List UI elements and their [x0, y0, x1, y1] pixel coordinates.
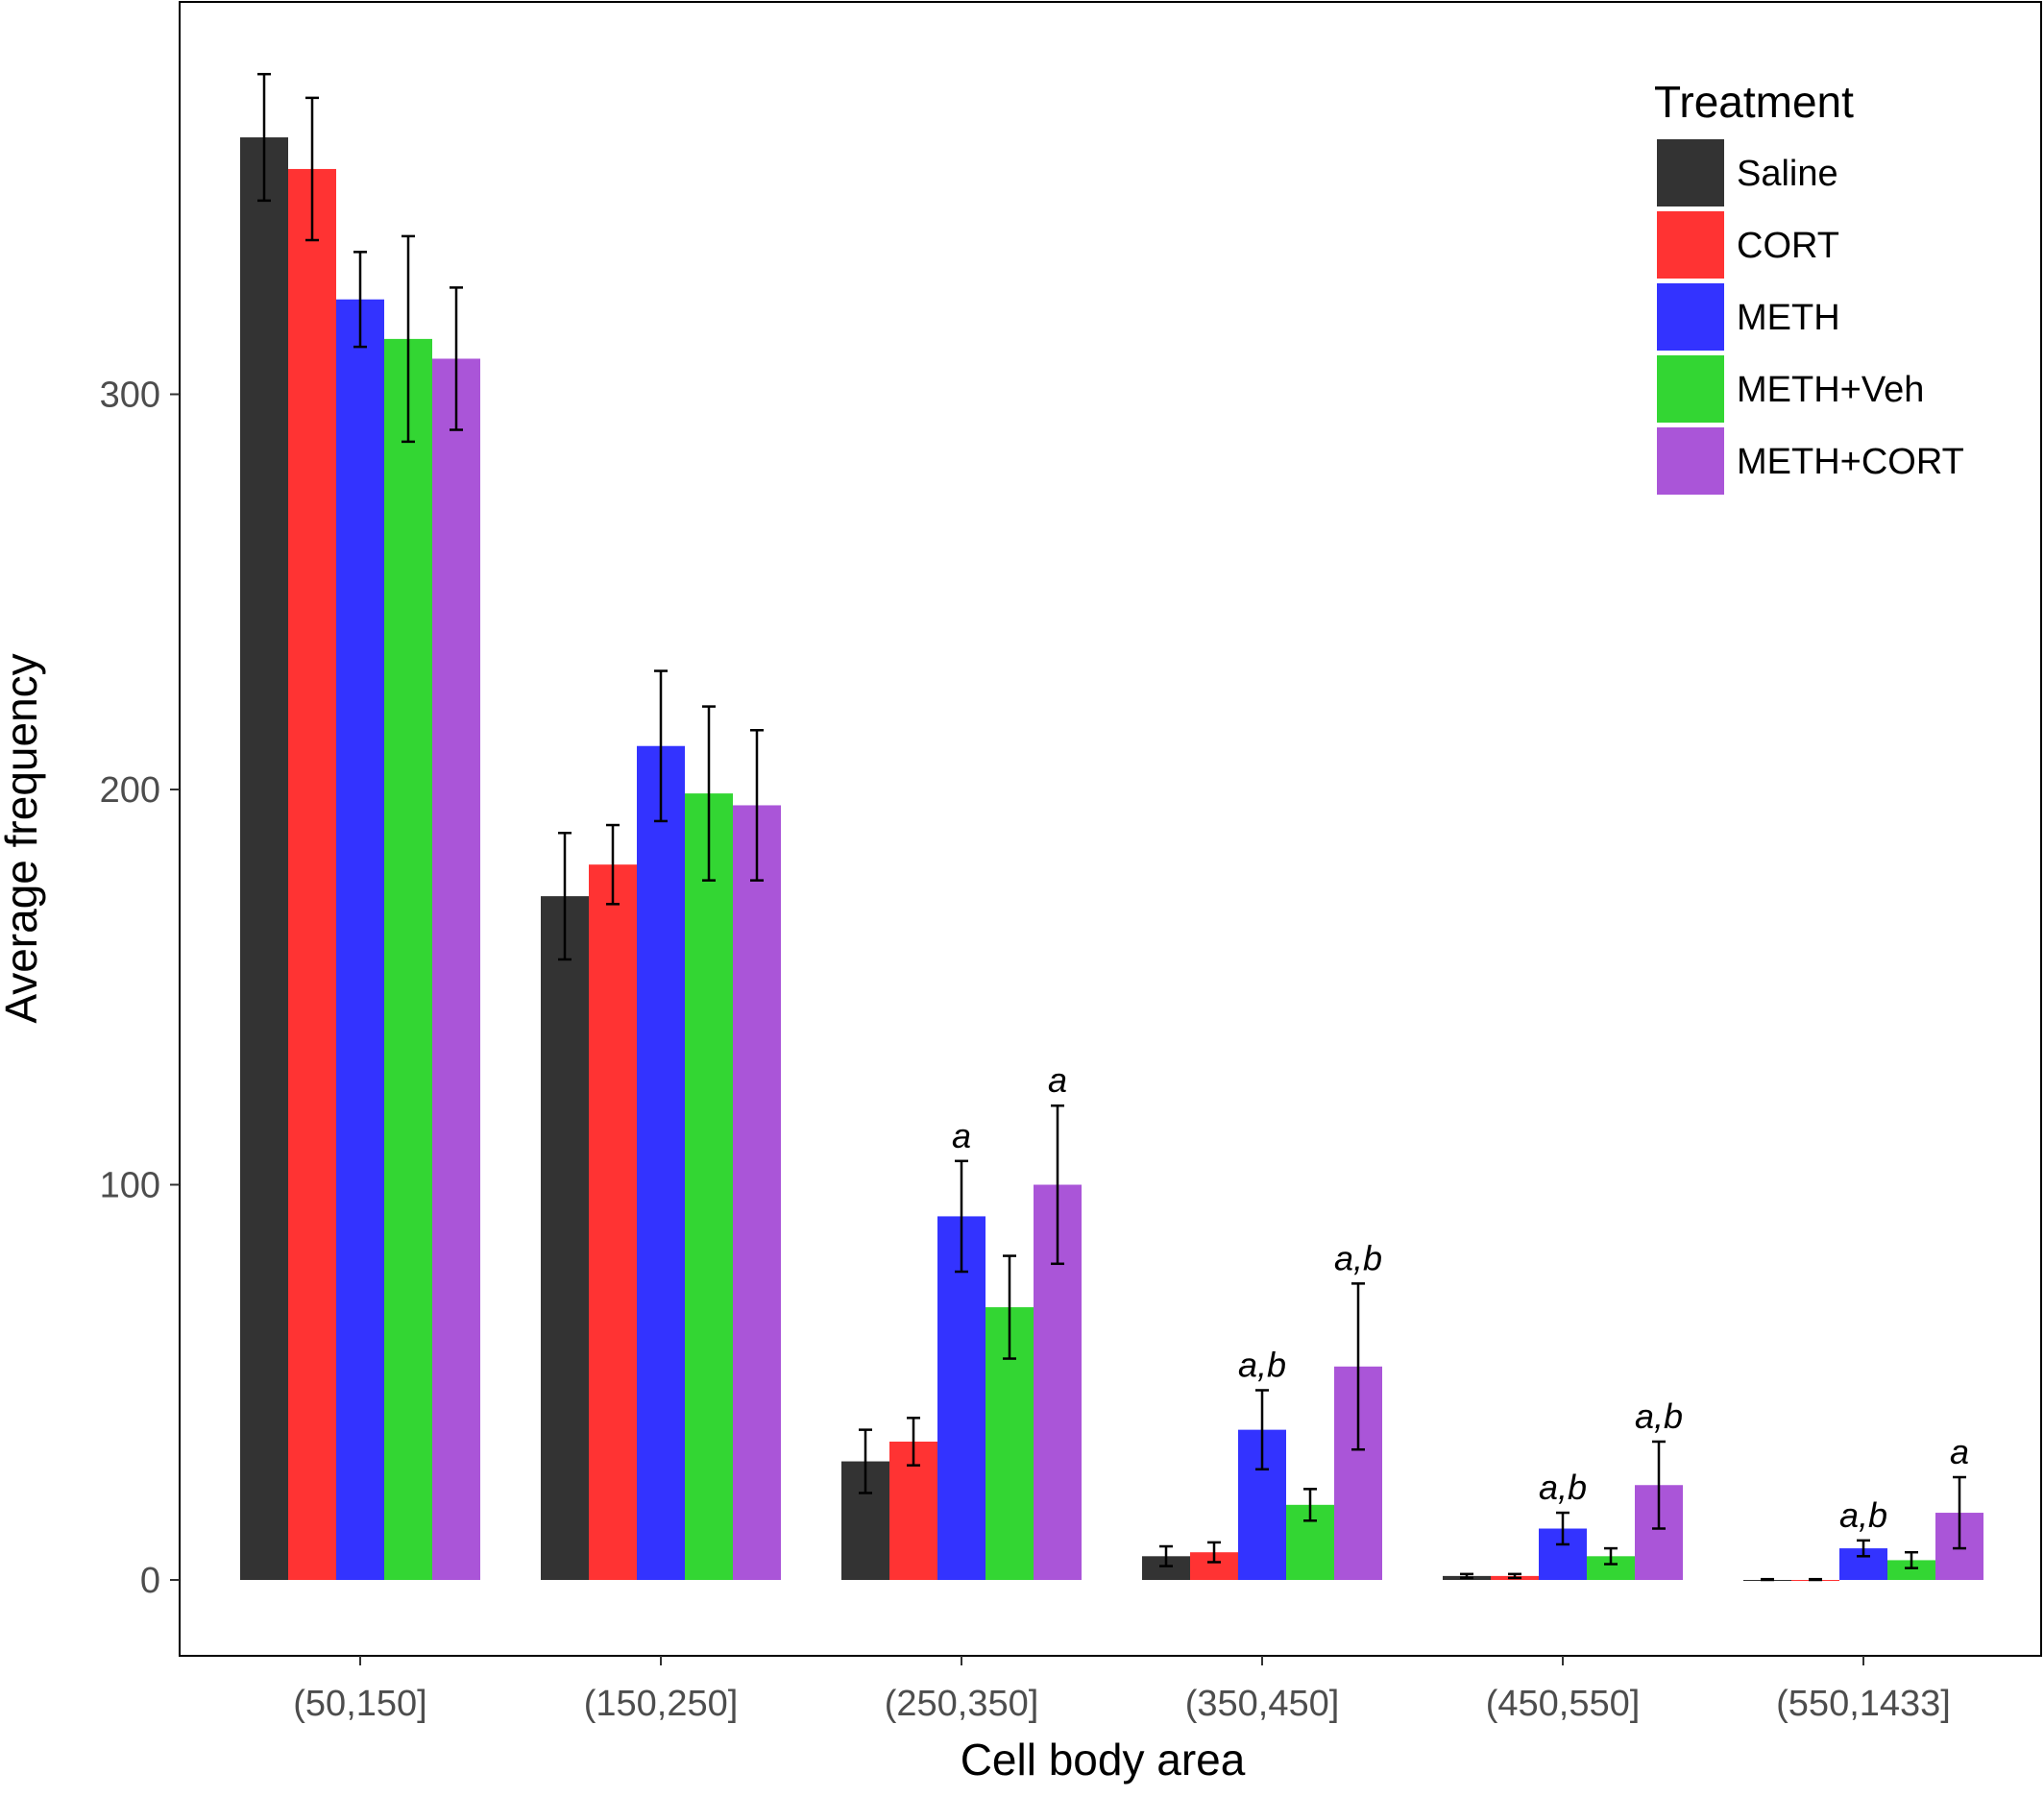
error-bar — [1508, 1572, 1521, 1580]
error-bar — [305, 96, 319, 242]
error-bar — [1953, 1475, 1966, 1550]
error-bar — [1207, 1541, 1221, 1564]
bar — [685, 793, 733, 1580]
error-bar — [1255, 1389, 1269, 1471]
legend-key — [1657, 283, 1724, 351]
x-axis-title: Cell body area — [961, 1735, 1246, 1785]
y-tick-label: 0 — [140, 1561, 160, 1601]
bar — [637, 745, 685, 1580]
error-bar — [1003, 1254, 1016, 1360]
error-bar — [402, 234, 415, 444]
error-bar — [353, 251, 367, 349]
error-bar — [907, 1417, 920, 1467]
error-bar — [257, 72, 271, 203]
legend-label: METH+CORT — [1737, 442, 1964, 482]
legend-key — [1657, 355, 1724, 423]
bar — [589, 864, 637, 1580]
error-bar — [1905, 1550, 1918, 1569]
bar — [288, 168, 336, 1580]
error-bar — [1652, 1440, 1666, 1530]
error-bar — [450, 286, 463, 431]
bar — [733, 805, 781, 1580]
x-tick-label: (250,350] — [885, 1684, 1039, 1724]
error-bar — [859, 1428, 872, 1494]
error-bar — [1604, 1546, 1618, 1566]
legend-label: CORT — [1737, 226, 1839, 266]
plot-panel — [179, 1, 2042, 1657]
bars-layer: a a a,b a,b a,b a,b a,b a — [240, 72, 1983, 1582]
y-tick-label: 300 — [100, 376, 160, 416]
y-tick-label: 200 — [100, 770, 160, 811]
error-bar — [606, 823, 620, 906]
significance-label: a — [1048, 1060, 1067, 1100]
legend-key — [1657, 427, 1724, 495]
error-bar — [1556, 1511, 1570, 1546]
bar — [240, 137, 288, 1580]
significance-label: a,b — [1839, 1495, 1887, 1535]
x-tick-label: (550,1433] — [1776, 1684, 1951, 1724]
significance-label: a — [952, 1116, 971, 1155]
y-axis-title: Average frequency — [0, 653, 46, 1023]
legend-label: METH+Veh — [1737, 370, 1924, 410]
error-bar — [654, 669, 668, 823]
error-bar — [1303, 1488, 1317, 1522]
error-bar — [558, 832, 572, 961]
error-bar — [1857, 1539, 1870, 1558]
legend-label: METH — [1737, 298, 1840, 338]
significance-label: a,b — [1238, 1345, 1286, 1384]
error-bar — [1051, 1104, 1064, 1266]
significance-label: a,b — [1635, 1396, 1683, 1436]
error-bar — [1460, 1572, 1473, 1580]
legend-label: Saline — [1737, 154, 1838, 194]
error-bar — [702, 705, 716, 882]
bar — [384, 338, 432, 1580]
x-tick-label: (50,150] — [293, 1684, 426, 1724]
error-bar — [1809, 1577, 1822, 1582]
significance-label: a — [1950, 1432, 1969, 1471]
significance-label: a,b — [1334, 1238, 1382, 1277]
significance-label: a,b — [1539, 1468, 1587, 1507]
bar — [432, 358, 480, 1581]
error-bar — [1159, 1544, 1173, 1567]
error-bar — [1351, 1282, 1365, 1451]
legend-key — [1657, 211, 1724, 279]
error-bar — [750, 729, 764, 882]
x-tick-label: (450,550] — [1486, 1684, 1641, 1724]
error-bar — [1761, 1577, 1774, 1582]
legend-key — [1657, 139, 1724, 206]
bar — [1887, 1560, 1935, 1580]
x-tick-label: (350,450] — [1185, 1684, 1340, 1724]
axis-ticks: (50,150] (150,250] (250,350] (350,450] (450,… — [100, 376, 1951, 1725]
x-tick-label: (150,250] — [584, 1684, 739, 1724]
legend: Treatment Saline CORT METH METH+Veh METH+COR… — [1654, 77, 1964, 495]
bar — [541, 896, 589, 1580]
bar — [937, 1216, 986, 1580]
legend-title: Treatment — [1654, 77, 1854, 127]
bar — [336, 299, 384, 1580]
y-tick-label: 100 — [100, 1166, 160, 1206]
error-bar — [955, 1159, 968, 1274]
